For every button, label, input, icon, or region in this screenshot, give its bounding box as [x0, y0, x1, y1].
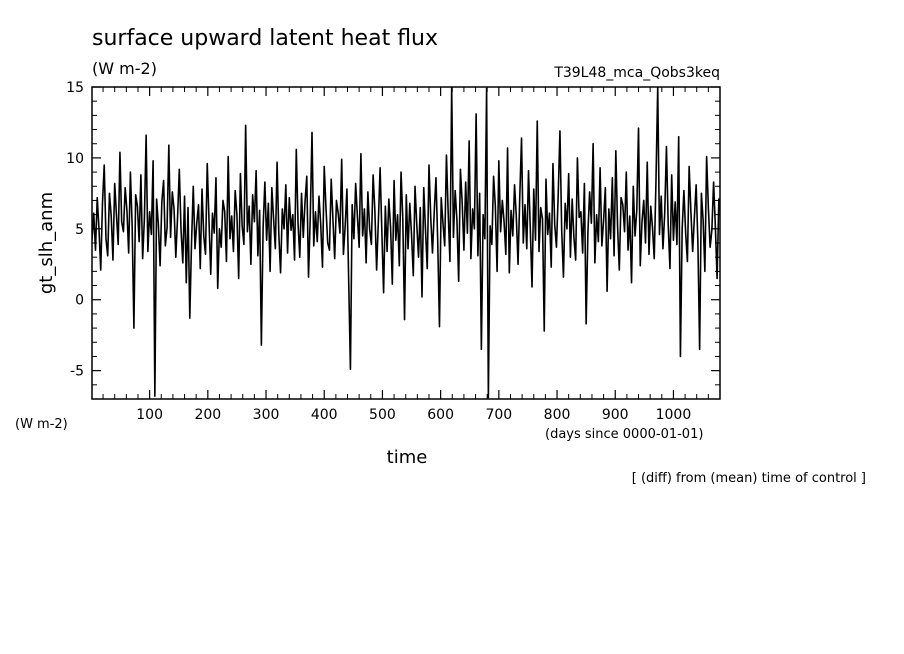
- title-units: (W m-2): [92, 59, 157, 78]
- y-axis-label: gt_slh_anm: [36, 192, 57, 294]
- series-layer: [92, 87, 720, 399]
- x-axis-label: time: [387, 447, 428, 468]
- chart-title: surface upward latent heat flux: [92, 26, 438, 51]
- y-tick-label: 0: [75, 293, 84, 309]
- x-tick-label: 300: [253, 407, 280, 423]
- y-axis-units: (W m-2): [15, 417, 68, 432]
- y-tick-label: -5: [70, 364, 84, 380]
- y-tick-label: 5: [75, 222, 84, 238]
- y-tick-label: 10: [66, 151, 84, 167]
- plot-area: -5 0 5 10 15 100 200 300 400 500 600 700 800 900 1000: [66, 80, 721, 423]
- x-tick-label: 800: [544, 407, 571, 423]
- x-tick-label: 600: [427, 407, 454, 423]
- x-tick-label: 100: [136, 407, 163, 423]
- experiment-label: T39L48_mca_Qobs3keq: [553, 65, 720, 81]
- y-tick-label: 15: [66, 80, 84, 96]
- x-axis-units: (days since 0000-01-01): [545, 427, 703, 442]
- series-line: [92, 87, 720, 399]
- x-tick-label: 900: [602, 407, 629, 423]
- x-tick-label: 500: [369, 407, 396, 423]
- x-tick-label: 400: [311, 407, 338, 423]
- y-axis-ticks: -5 0 5 10 15: [66, 80, 720, 400]
- diff-note: [ (diff) from (mean) time of control ]: [632, 471, 866, 486]
- x-tick-label: 700: [485, 407, 512, 423]
- x-axis-ticks: 100 200 300 400 500 600 700 800 900 1000: [102, 87, 721, 423]
- x-tick-label: 1000: [656, 407, 692, 423]
- x-tick-label: 200: [194, 407, 221, 423]
